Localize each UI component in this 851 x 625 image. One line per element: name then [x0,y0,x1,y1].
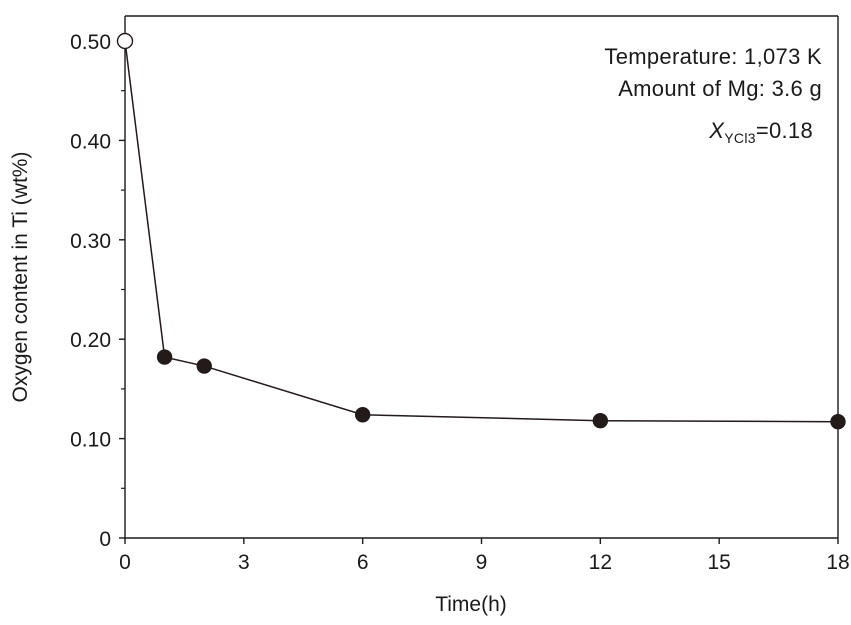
x-tick-label: 3 [238,551,250,574]
y-tick-label: 0.20 [70,329,111,352]
axis-ticks: 0 0.10 0.20 0.30 0.40 0.50 0 3 6 9 12 15 18 [70,31,850,574]
mole-fraction-symbol: X [708,118,725,143]
mole-fraction-value: =0.18 [756,118,813,143]
data-point [196,358,212,374]
annotation-block: Temperature: 1,073 K Amount of Mg: 3.6 g… [604,44,822,146]
x-tick-label: 18 [826,551,849,574]
mole-fraction-subscript: YCl3 [724,130,756,146]
y-tick-label: 0.50 [70,31,111,54]
y-axis-title: Oxygen content in Ti (wt%) [9,152,32,403]
x-tick-label: 9 [476,551,488,574]
x-axis-title: Time(h) [435,593,507,616]
x-tick-label: 0 [119,551,131,574]
annotation-mole-fraction: XYCl3=0.18 [708,118,813,146]
x-tick-label: 6 [357,551,369,574]
data-point [354,407,371,423]
annotation-mg-amount: Amount of Mg: 3.6 g [618,76,822,101]
data-point [592,413,609,429]
y-tick-label: 0.30 [70,230,111,253]
data-point [830,414,846,430]
x-tick-label: 12 [589,551,612,574]
y-tick-label: 0.40 [70,130,111,153]
data-point-open [116,32,134,50]
x-tick-label: 15 [707,551,730,574]
y-tick-label: 0 [99,528,111,551]
data-point [156,349,173,365]
data-series [116,32,846,430]
y-tick-label: 0.10 [70,429,111,452]
annotation-temperature: Temperature: 1,073 K [604,44,822,69]
series-line [124,40,839,423]
